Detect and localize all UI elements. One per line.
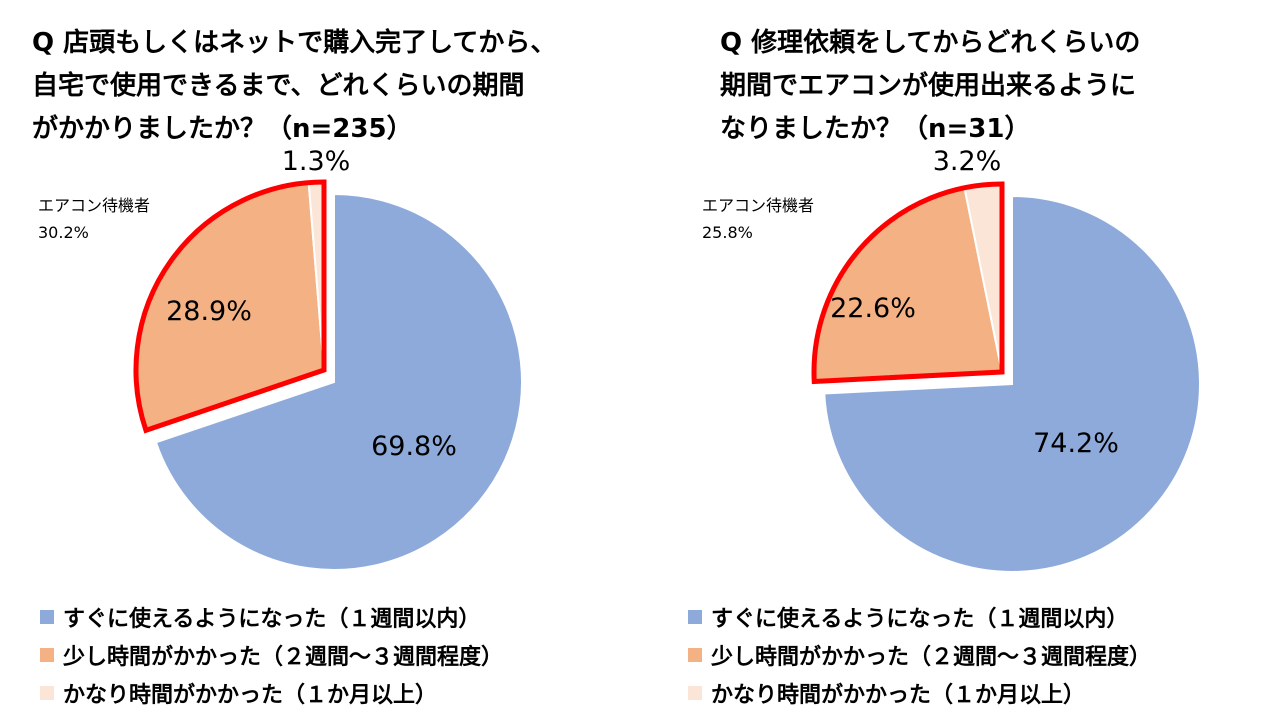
chart-legend: すぐに使えるようになった（１週間以内） 少し時間がかかった（２週間～３週間程度）… <box>40 598 503 712</box>
chart-title-line-1: Q 修理依頼をしてからどれくらいの <box>720 28 1141 58</box>
waiting-group-highlight <box>811 181 1005 385</box>
legend-label-long-time: かなり時間がかかった（１か月以上） <box>63 683 438 708</box>
data-label-quick: 69.8% <box>371 431 457 462</box>
data-label-quick: 74.2% <box>1033 428 1119 459</box>
chart-legend: すぐに使えるようになった（１週間以内） 少し時間がかかった（２週間～３週間程度）… <box>688 598 1151 712</box>
legend-label-some-time: 少し時間がかかった（２週間～３週間程度） <box>63 645 504 670</box>
chart-title: Q 修理依頼をしてからどれくらいの 期間でエアコンが使用出来るように なりました… <box>720 22 1140 151</box>
legend-item-quick: すぐに使えるようになった（１週間以内） <box>688 598 1151 636</box>
data-label-some-time: 28.9% <box>166 296 252 327</box>
waiting-group-label: エアコン待機者 <box>38 196 151 215</box>
legend-swatch-long-time <box>40 686 54 700</box>
legend-swatch-long-time <box>688 686 702 700</box>
chart-title-line-3: がかかりましたか？（n=235） <box>32 114 413 144</box>
legend-label-quick: すぐに使えるようになった（１週間以内） <box>63 607 481 632</box>
legend-label-some-time: 少し時間がかかった（２週間～３週間程度） <box>711 645 1152 670</box>
chart-title-line-3: なりましたか？（n=31） <box>720 114 1031 144</box>
waiting-group-callout: エアコン待機者 30.2% <box>38 192 150 246</box>
legend-swatch-some-time <box>40 648 54 662</box>
legend-swatch-some-time <box>688 648 702 662</box>
waiting-group-value: 30.2% <box>38 223 89 242</box>
legend-swatch-quick <box>688 610 702 624</box>
legend-item-some-time: 少し時間がかかった（２週間～３週間程度） <box>688 636 1151 674</box>
chart-title-line-2: 期間でエアコンが使用出来るように <box>720 71 1137 101</box>
waiting-group-highlight <box>133 179 327 434</box>
data-label-long-time: 3.2% <box>933 146 1002 177</box>
pie-chart-purchase: 69.8% 28.9% 1.3% <box>133 146 523 571</box>
legend-label-long-time: かなり時間がかかった（１か月以上） <box>711 683 1086 708</box>
pie-chart-repair: 74.2% 22.6% 3.2% <box>811 146 1201 573</box>
legend-item-quick: すぐに使えるようになった（１週間以内） <box>40 598 503 636</box>
legend-item-some-time: 少し時間がかかった（２週間～３週間程度） <box>40 636 503 674</box>
legend-label-quick: すぐに使えるようになった（１週間以内） <box>711 607 1129 632</box>
legend-item-long-time: かなり時間がかかった（１か月以上） <box>40 674 503 712</box>
chart-title-line-1: Q 店頭もしくはネットで購入完了してから、 <box>32 28 557 58</box>
chart-title: Q 店頭もしくはネットで購入完了してから、 自宅で使用できるまで、どれくらいの期… <box>32 22 556 151</box>
waiting-group-callout: エアコン待機者 25.8% <box>702 192 814 246</box>
pie-slice-quick <box>823 194 1201 573</box>
chart-panel-repair: Q 修理依頼をしてからどれくらいの 期間でエアコンが使用出来るように なりました… <box>640 0 1280 720</box>
legend-swatch-quick <box>40 610 54 624</box>
legend-item-long-time: かなり時間がかかった（１か月以上） <box>688 674 1151 712</box>
chart-panel-purchase: Q 店頭もしくはネットで購入完了してから、 自宅で使用できるまで、どれくらいの期… <box>32 22 556 712</box>
waiting-group-value: 25.8% <box>702 223 753 242</box>
waiting-group-label: エアコン待機者 <box>702 196 815 215</box>
data-label-some-time: 22.6% <box>830 293 916 324</box>
chart-title-line-2: 自宅で使用できるまで、どれくらいの期間 <box>32 71 525 101</box>
data-label-long-time: 1.3% <box>282 146 351 177</box>
pie-slice-quick <box>154 192 523 571</box>
